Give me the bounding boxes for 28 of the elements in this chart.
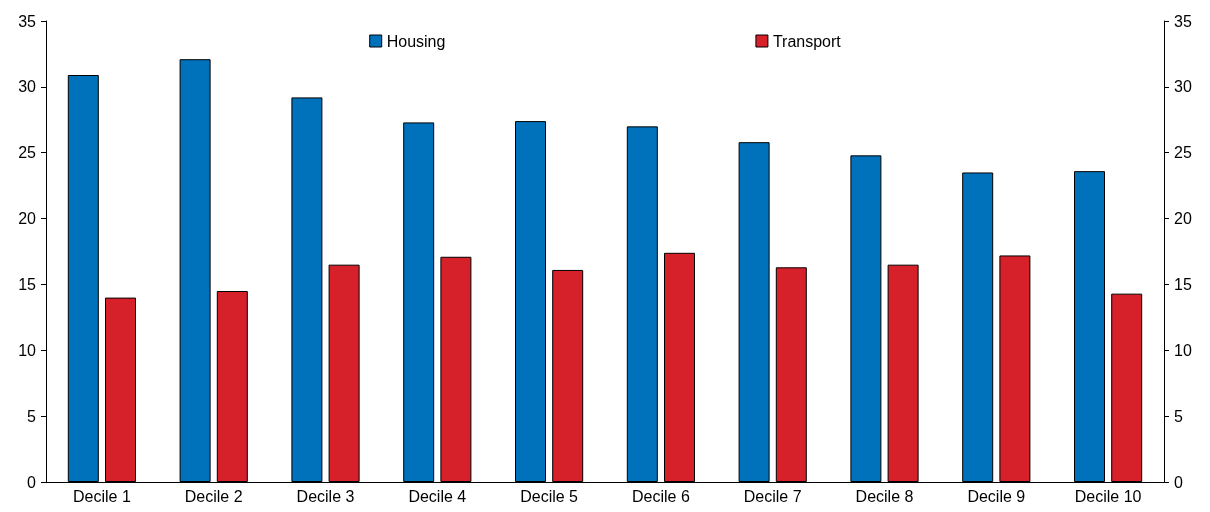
- y-tick-label: 20: [18, 210, 37, 228]
- y2-tick-label: 0: [1174, 473, 1183, 491]
- x-tick-label: Decile 4: [408, 487, 467, 505]
- y-tick-label: 35: [18, 12, 37, 30]
- x-tick-label: Decile 2: [184, 487, 243, 505]
- x-tick-label: Decile 10: [1074, 487, 1142, 505]
- y-tick-label: 25: [18, 144, 37, 162]
- y-tick-label: 30: [18, 78, 37, 96]
- y-tick-label: 15: [18, 275, 37, 293]
- y-tick-label: 5: [27, 407, 37, 425]
- legend-label: Transport: [772, 32, 842, 50]
- x-tick-label: Decile 6: [631, 487, 690, 505]
- legend-label: Housing: [386, 32, 446, 50]
- y-tick-label: 0: [27, 473, 37, 491]
- x-tick-label: Decile 5: [520, 487, 579, 505]
- x-tick-label: Decile 8: [855, 487, 914, 505]
- y2-tick-label: 25: [1174, 144, 1192, 162]
- x-tick-label: Decile 3: [296, 487, 355, 505]
- x-tick-label: Decile 1: [72, 487, 131, 505]
- x-tick-label: Decile 9: [967, 487, 1026, 505]
- y2-tick-label: 5: [1174, 407, 1183, 425]
- y-tick-label: 10: [18, 341, 37, 359]
- x-tick-label: Decile 7: [743, 487, 802, 505]
- y2-tick-label: 10: [1174, 341, 1192, 359]
- y2-tick-label: 35: [1174, 12, 1192, 30]
- y2-tick-label: 20: [1174, 210, 1192, 228]
- y2-tick-label: 15: [1174, 275, 1192, 293]
- y2-tick-label: 30: [1174, 78, 1192, 96]
